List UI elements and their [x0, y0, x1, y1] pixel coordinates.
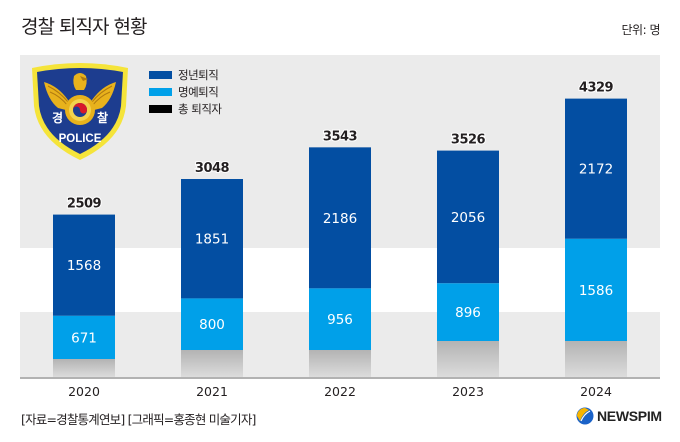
bar-segment-retirement-age — [437, 150, 499, 284]
data-label-retirement-age: 2186 — [323, 211, 357, 227]
data-label-retirement-age: 1568 — [67, 258, 101, 274]
legend-item-honorary: 명예퇴직 — [149, 83, 221, 100]
data-label-honorary: 956 — [327, 312, 353, 328]
bar-group-2022: 956 2186 3543 — [309, 128, 371, 377]
legend-item-retirement-age: 정년퇴직 — [149, 66, 221, 83]
data-label-honorary: 896 — [455, 305, 481, 321]
bar-segment-retirement-age — [309, 147, 371, 289]
police-badge-icon: 경 찰 POLICE — [32, 63, 128, 160]
bar-segment-honorary — [565, 238, 627, 341]
legend-label: 명예퇴직 — [178, 84, 219, 99]
bar-base-total — [309, 350, 371, 377]
legend-swatch — [149, 104, 172, 113]
legend: 정년퇴직 명예퇴직 총 퇴직자 — [149, 66, 222, 117]
data-label-retirement-age: 2172 — [579, 162, 613, 178]
x-tick-label: 2021 — [196, 384, 228, 399]
chart-title: 경찰 퇴직자 현황 — [21, 16, 147, 38]
brand-logo: NEWSPIM — [576, 407, 662, 425]
bar-base-total — [53, 359, 115, 377]
bars: 671 1568 2509 800 1851 3048 956 2186 3543 896 2056… — [53, 80, 627, 377]
data-label-total: 3543 — [323, 129, 358, 144]
data-label-total: 4329 — [579, 81, 614, 96]
data-label-total: 3048 — [195, 161, 230, 176]
badge-label: POLICE — [59, 133, 102, 145]
bar-group-2020: 671 1568 2509 — [53, 196, 115, 377]
bar-group-2021: 800 1851 3048 — [181, 160, 243, 377]
x-tick-label: 2024 — [580, 384, 612, 399]
bar-segment-honorary — [437, 283, 499, 341]
legend-swatch — [149, 87, 172, 96]
data-label-retirement-age: 2056 — [451, 210, 485, 226]
unit-label: 단위: 명 — [621, 23, 661, 37]
bar-segment-retirement-age — [181, 179, 243, 299]
bar-base-total — [565, 341, 627, 377]
legend-label: 총 퇴직자 — [178, 101, 222, 116]
x-tick-label: 2022 — [324, 384, 356, 399]
data-label-honorary: 671 — [71, 330, 97, 346]
x-tick-label: 2020 — [68, 384, 100, 399]
newspim-logo-icon — [576, 407, 594, 425]
bar-segment-retirement-age — [565, 98, 627, 239]
bar-segment-retirement-age — [53, 214, 115, 316]
bar-base-total — [437, 341, 499, 377]
data-label-total: 3526 — [451, 133, 486, 148]
badge-left-char: 경 — [52, 111, 63, 125]
brand-name: NEWSPIM — [597, 408, 662, 424]
data-label-honorary: 1586 — [579, 283, 613, 299]
badge-right-char: 찰 — [97, 110, 108, 125]
bar-segment-honorary — [309, 288, 371, 350]
bar-group-2023: 896 2056 3526 — [437, 132, 499, 377]
legend-item-total: 총 퇴직자 — [149, 100, 222, 117]
legend-label: 정년퇴직 — [178, 67, 219, 82]
data-label-total: 2509 — [67, 197, 102, 212]
data-label-retirement-age: 1851 — [195, 232, 229, 248]
x-tick-labels: 2020 2021 2022 2023 2024 — [68, 384, 612, 399]
data-label-honorary: 800 — [199, 317, 225, 333]
source-credit: [자료=경찰통계연보] [그래픽=홍종현 미술기자] — [21, 412, 256, 427]
legend-swatch — [149, 70, 172, 79]
bar-group-2024: 1586 2172 4329 — [565, 80, 627, 377]
bar-segment-honorary — [181, 298, 243, 350]
bar-segment-honorary — [53, 315, 115, 359]
bar-base-total — [181, 350, 243, 377]
x-tick-label: 2023 — [452, 384, 484, 399]
